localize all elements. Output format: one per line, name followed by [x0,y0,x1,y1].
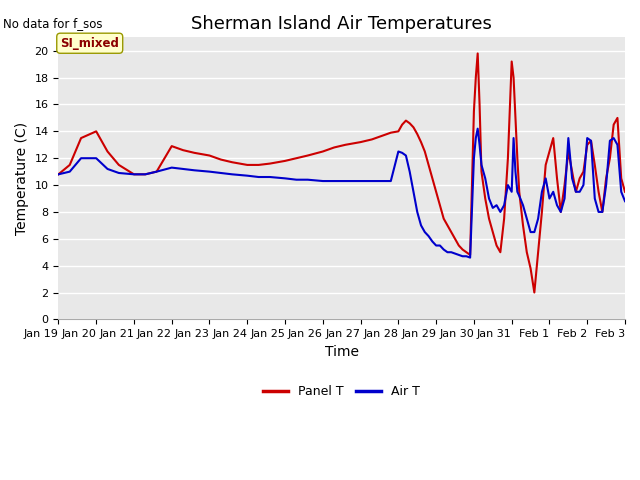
Text: No data for f_sos: No data for f_sos [3,17,102,30]
Panel T [621,189,629,195]
Air T [474,126,481,132]
Air T [557,209,564,215]
Air T [523,216,531,222]
Panel T [205,153,213,158]
Legend: Panel T, Air T: Panel T, Air T [258,380,425,403]
Air T [54,171,62,177]
Text: SI_mixed: SI_mixed [60,37,119,50]
Line: Panel T: Panel T [58,53,625,292]
Panel T [463,249,470,255]
Air T [621,198,629,204]
X-axis label: Time: Time [324,345,358,359]
Panel T [243,162,251,168]
Line: Air T: Air T [58,129,625,258]
Y-axis label: Temperature (C): Temperature (C) [15,122,29,235]
Panel T [54,171,62,177]
Air T [463,253,470,259]
Panel T [519,223,527,228]
Air T [467,255,474,261]
Panel T [531,289,538,295]
Title: Sherman Island Air Temperatures: Sherman Island Air Temperatures [191,15,492,33]
Air T [243,173,251,179]
Air T [292,177,300,182]
Panel T [474,50,481,56]
Panel T [292,156,300,161]
Panel T [557,209,564,215]
Air T [205,169,213,175]
